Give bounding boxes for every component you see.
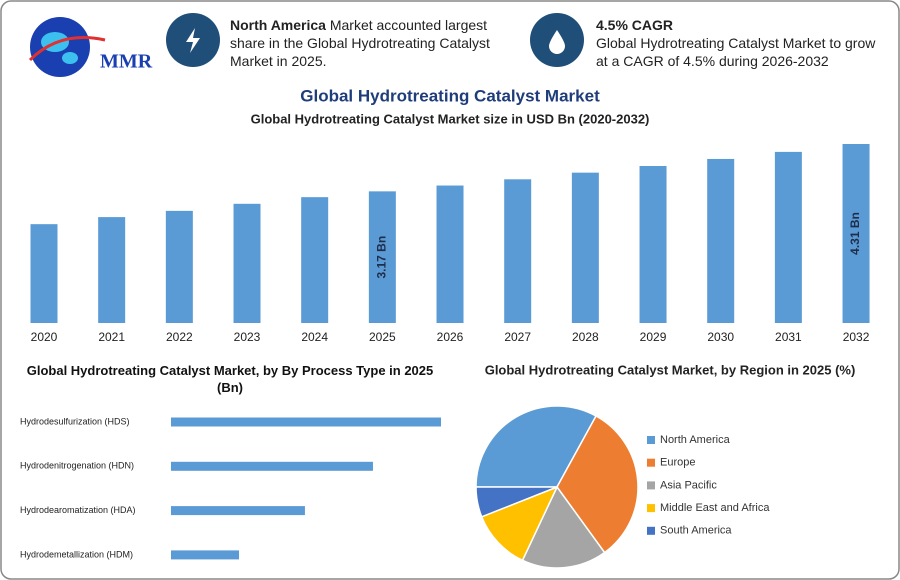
bar [368, 191, 396, 323]
legend-label: North America [660, 434, 731, 446]
legend-swatch [647, 526, 655, 535]
legend-swatch [647, 481, 655, 490]
info-title: North America [230, 17, 326, 33]
pie-slice [556, 414, 639, 554]
bar [774, 151, 802, 323]
x-tick-label: 2021 [98, 330, 125, 344]
info-text: North America Market accounted largest s… [230, 16, 510, 70]
x-tick-label: 2026 [437, 330, 464, 344]
info-text: 4.5% CAGR Global Hydrotreating Catalyst M… [596, 16, 886, 70]
logo [28, 17, 106, 77]
legend-label: Europe [660, 457, 695, 469]
bar [842, 144, 870, 323]
legend-swatch [647, 436, 655, 444]
x-tick-label: 2032 [843, 330, 870, 344]
info-icon [530, 13, 584, 67]
x-tick-label: 2028 [572, 330, 599, 344]
legend-swatch [647, 458, 655, 467]
bar [504, 179, 532, 323]
legend-label: Asia Pacific [660, 479, 717, 491]
bar [233, 203, 261, 323]
logo-text: MMR [100, 51, 153, 73]
legend-label: South America [660, 525, 732, 537]
bar [171, 417, 441, 427]
info-body: Global Hydrotreating Catalyst Market to … [596, 35, 876, 69]
main-title: Global Hydrotreating Catalyst Market [300, 86, 600, 105]
pie-slice [480, 485, 559, 562]
info-body: Market accounted largest share in the Gl… [230, 17, 490, 69]
info-icon [166, 13, 220, 67]
chart-title: Global Hydrotreating Catalyst Market, by… [26, 363, 434, 395]
chart-title: Global Hydrotreating Catalyst Market, by… [485, 362, 856, 377]
bar [98, 217, 126, 323]
x-tick-label: 2029 [640, 330, 667, 344]
x-tick-label: 2023 [234, 330, 261, 344]
x-tick-label: 2025 [369, 330, 396, 344]
x-tick-label: 2027 [504, 330, 531, 344]
pie-slice [475, 405, 598, 488]
legend-swatch [647, 504, 655, 513]
x-tick-label: 2024 [301, 330, 328, 344]
bar [171, 550, 240, 560]
bar [436, 185, 464, 323]
bar [171, 506, 305, 516]
bar [707, 158, 735, 323]
value-label: 4.31 Bn [848, 212, 862, 255]
bar [171, 461, 373, 471]
bar [639, 166, 667, 323]
chart-title: Global Hydrotreating Catalyst Market siz… [251, 111, 650, 126]
x-tick-label: 2030 [707, 330, 734, 344]
x-tick-label: 2031 [775, 330, 802, 344]
x-tick-label: 2020 [31, 330, 58, 344]
y-tick-label: Hydrodesulfurization (HDS) [20, 416, 130, 426]
legend-label: Middle East and Africa [660, 502, 770, 514]
y-tick-label: Hydrodenitrogenation (HDN) [20, 461, 134, 471]
x-tick-label: 2022 [166, 330, 193, 344]
info-title: 4.5% CAGR [596, 17, 674, 33]
pie-slice [475, 486, 558, 518]
bar [301, 197, 329, 323]
bar [165, 210, 193, 323]
y-tick-label: Hydrodearomatization (HDA) [20, 505, 136, 515]
pie-slice [521, 485, 606, 569]
y-tick-label: Hydrodemetallization (HDM) [20, 549, 133, 559]
value-label: 3.17 Bn [375, 236, 389, 279]
bar [30, 224, 58, 323]
bar [571, 172, 599, 323]
